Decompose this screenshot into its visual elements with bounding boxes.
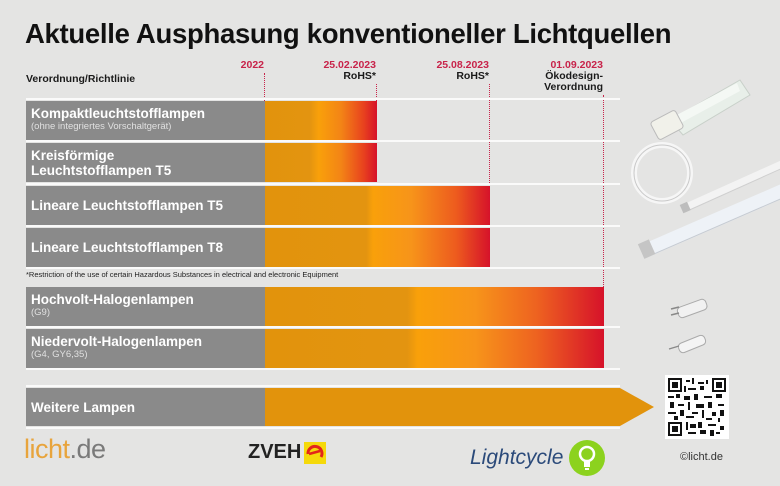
phaseout-bar: [265, 186, 490, 225]
row-label: Kreisförmige Leuchtstofflampen T5: [26, 143, 265, 182]
ongoing-arrow-icon: [265, 388, 654, 426]
separator: [26, 326, 620, 328]
row-label: Weitere Lampen: [26, 388, 265, 426]
row-kreisfoermige-t5: Kreisförmige Leuchtstofflampen T5: [26, 143, 378, 182]
row-label: Hochvolt-Halogenlampen (G9): [26, 287, 265, 326]
row-kompaktleuchtstofflampen: Kompaktleuchtstofflampen (ohne integrier…: [26, 101, 378, 140]
marker-25-02-2023: 25.02.2023 RoHS*: [323, 59, 376, 82]
footnote: *Restriction of the use of certain Hazar…: [26, 270, 339, 279]
marker-25-08-2023: 25.08.2023 RoHS*: [436, 59, 489, 82]
marker-01-09-2023: 01.09.2023 Ökodesign- Verordnung: [544, 59, 603, 93]
marker-2022: 2022: [240, 59, 264, 71]
phaseout-bar: [265, 143, 377, 182]
row-label: Lineare Leuchtstofflampen T5: [26, 186, 265, 225]
row-label: Lineare Leuchtstofflampen T8: [26, 228, 265, 267]
marker-line-01-09-2023: [603, 95, 604, 287]
g4-halogen-icon: [668, 334, 707, 354]
row-lineare-t8: Lineare Leuchtstofflampen T8: [26, 228, 491, 267]
marker-line-2022: [264, 73, 265, 101]
lightcycle-logo: Lightcycle: [470, 440, 606, 476]
row-label: Niedervolt-Halogenlampen (G4, GY6,35): [26, 329, 265, 368]
circular-lamp-icon: [631, 142, 693, 204]
separator: [26, 267, 620, 269]
phaseout-bar: [265, 329, 604, 368]
separator: [26, 225, 620, 227]
marker-line-25-08-2023: [489, 84, 490, 185]
g9-halogen-icon: [670, 298, 708, 319]
lightbulb-icon: [569, 440, 606, 476]
separator: [26, 183, 620, 185]
row-label: Kompaktleuchtstofflampen (ohne integrier…: [26, 101, 265, 140]
linear-t5-lamp-icon: [679, 160, 780, 214]
column-header: Verordnung/Richtlinie: [26, 73, 136, 85]
marker-line-25-02-2023: [376, 84, 377, 101]
row-lineare-t5: Lineare Leuchtstofflampen T5: [26, 186, 491, 225]
licht-de-logo: licht.de: [24, 434, 106, 464]
separator: [26, 140, 620, 142]
page-title: Aktuelle Ausphasung konventioneller Lich…: [25, 18, 672, 49]
separator: [26, 98, 620, 100]
compact-lamp-icon: [650, 79, 751, 140]
qr-code[interactable]: [665, 375, 729, 439]
separator: [26, 427, 620, 429]
row-weitere-lampen: Weitere Lampen: [26, 388, 654, 426]
separator: [26, 385, 620, 387]
zveh-logo: ZVEH: [248, 441, 327, 464]
lamp-illustrations: [631, 79, 780, 354]
phaseout-bar: [265, 228, 490, 267]
phaseout-bar: [265, 287, 604, 326]
separator: [26, 368, 620, 370]
row-hochvolt-halogen: Hochvolt-Halogenlampen (G9): [26, 287, 604, 326]
copyright: ©licht.de: [680, 451, 723, 463]
qr-code-icon: [668, 378, 726, 436]
zveh-e-icon: [304, 441, 327, 464]
linear-t8-lamp-icon: [637, 184, 780, 259]
row-niedervolt-halogen: Niedervolt-Halogenlampen (G4, GY6,35): [26, 329, 604, 368]
phaseout-bar: [265, 101, 377, 140]
